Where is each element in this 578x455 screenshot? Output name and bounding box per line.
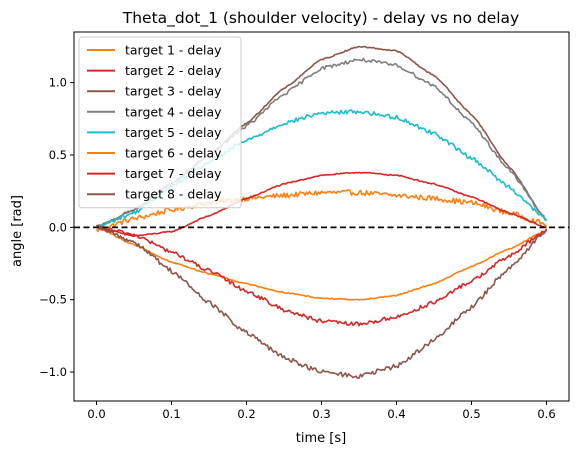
y-axis-label: angle [rad] <box>10 195 25 267</box>
y-tick-label: −1.0 <box>39 365 67 379</box>
x-tick-label: 0.3 <box>312 407 330 421</box>
chart-title: Theta_dot_1 (shoulder velocity) - delay … <box>122 9 519 28</box>
y-tick-label: 1.0 <box>49 76 67 90</box>
legend-label-4: target 4 - delay <box>125 104 222 119</box>
x-tick-label: 0.6 <box>537 407 555 421</box>
y-tick-label: −0.5 <box>39 293 67 307</box>
x-tick-label: 0.5 <box>462 407 480 421</box>
legend-label-6: target 6 - delay <box>125 146 222 161</box>
legend-label-1: target 1 - delay <box>125 43 222 58</box>
y-tick-label: 0.0 <box>49 220 67 234</box>
x-tick-label: 0.4 <box>387 407 405 421</box>
legend-label-7: target 7 - delay <box>125 166 222 181</box>
x-axis-label: time [s] <box>296 431 346 446</box>
legend: target 1 - delay target 2 - delay target 3… <box>79 37 241 208</box>
y-tick-label: 0.5 <box>49 148 67 162</box>
legend-label-8: target 8 - delay <box>125 187 222 202</box>
x-tick-label: 0.1 <box>162 407 180 421</box>
legend-label-5: target 5 - delay <box>125 125 222 140</box>
x-tick-label: 0.2 <box>237 407 255 421</box>
legend-label-2: target 2 - delay <box>125 63 222 78</box>
x-tick-label: 0.0 <box>87 407 105 421</box>
legend-label-3: target 3 - delay <box>125 84 222 99</box>
